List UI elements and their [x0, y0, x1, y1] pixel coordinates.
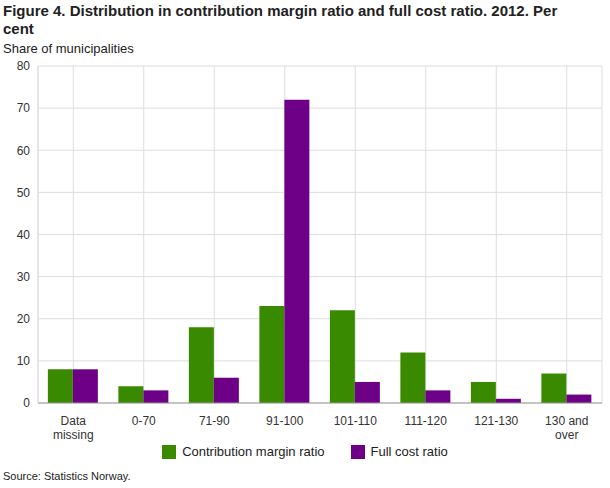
svg-text:121-130: 121-130: [474, 414, 518, 428]
svg-text:50: 50: [17, 186, 31, 200]
html-text:Share of municipalities: Share of municipalities: [3, 41, 134, 56]
svg-text:40: 40: [17, 228, 31, 242]
svg-text:60: 60: [17, 144, 31, 158]
svg-text:101-110: 101-110: [334, 414, 377, 428]
html-text:Source: Statistics Norway.: Source: Statistics Norway.: [3, 470, 131, 482]
svg-text:91-100: 91-100: [266, 414, 304, 428]
svg-text:111-120: 111-120: [405, 414, 448, 428]
svg-text:30: 30: [17, 270, 31, 284]
svg-text:Datamissing: Datamissing: [53, 414, 94, 442]
svg-text:71-90: 71-90: [199, 414, 230, 428]
html-text:Contribution margin ratio: Contribution margin ratio: [182, 444, 325, 459]
svg-text:20: 20: [17, 312, 31, 326]
svg-text:0-70: 0-70: [132, 414, 156, 428]
html-text:Full cost ratio: Full cost ratio: [370, 444, 448, 459]
svg-text:130 andover: 130 andover: [545, 414, 588, 442]
svg-text:0: 0: [23, 396, 30, 410]
svg-text:70: 70: [17, 101, 31, 115]
svg-text:10: 10: [17, 354, 31, 368]
svg-text:80: 80: [17, 59, 31, 73]
html-text:Figure 4. Distribution in cont: Figure 4. Distribution in contribution m…: [3, 2, 558, 37]
